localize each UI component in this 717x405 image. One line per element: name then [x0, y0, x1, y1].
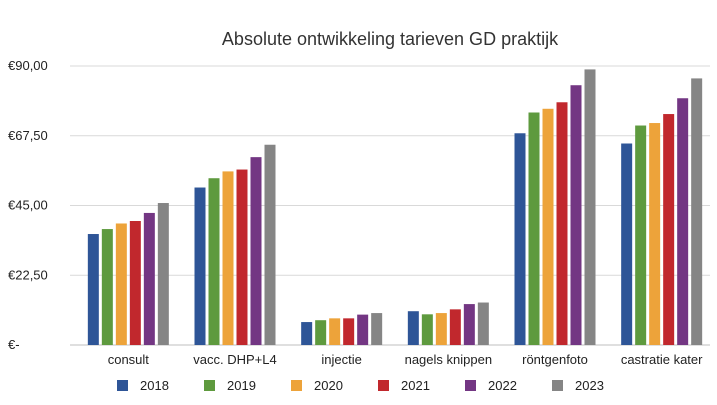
legend-swatch	[291, 380, 302, 391]
legend-label: 2023	[575, 378, 604, 393]
bar-2021-1	[236, 169, 248, 345]
bar-2018-5	[621, 143, 633, 345]
bar-2018-1	[194, 187, 206, 345]
bar-2020-4	[542, 108, 554, 345]
bar-2023-2	[371, 313, 383, 345]
bar-2022-4	[570, 85, 582, 345]
bar-2020-5	[649, 123, 661, 345]
legend-label: 2020	[314, 378, 343, 393]
y-axis-ticks: €- €22,50 €45,00 €67,50 €90,00	[8, 58, 48, 352]
bar-2021-0	[129, 221, 141, 345]
bar-2020-2	[329, 318, 341, 345]
bar-2019-0	[101, 229, 113, 345]
legend-label: 2021	[401, 378, 430, 393]
bar-2023-4	[584, 69, 596, 345]
legend-swatch	[117, 380, 128, 391]
category-labels: consult vacc. DHP+L4 injectie nagels knippe…	[108, 352, 703, 367]
bar-2021-2	[343, 318, 355, 345]
bar-2023-5	[691, 78, 703, 346]
bar-2021-4	[556, 102, 568, 346]
legend-swatch	[204, 380, 215, 391]
gridlines	[70, 65, 710, 346]
y-tick-label: €67,50	[8, 128, 48, 143]
legend-swatch	[378, 380, 389, 391]
bar-2019-1	[208, 178, 220, 345]
bar-2019-5	[635, 125, 647, 346]
category-label: injectie	[321, 352, 361, 367]
bar-2021-5	[663, 114, 675, 345]
y-tick-label: €90,00	[8, 58, 48, 73]
legend-label: 2018	[140, 378, 169, 393]
bar-2023-1	[264, 144, 276, 345]
bar-2022-1	[250, 157, 262, 345]
bar-2022-2	[357, 314, 369, 345]
bar-2018-0	[87, 234, 99, 345]
legend-label: 2022	[488, 378, 517, 393]
legend-swatch	[552, 380, 563, 391]
bar-2023-3	[477, 302, 489, 345]
bar-2020-3	[435, 313, 447, 345]
bar-2019-3	[421, 314, 433, 345]
bar-2019-2	[315, 320, 327, 345]
category-label: röntgenfoto	[522, 352, 588, 367]
category-label: nagels knippen	[405, 352, 492, 367]
y-tick-label: €45,00	[8, 198, 48, 213]
bar-2019-4	[528, 112, 540, 345]
bar-2018-4	[514, 133, 526, 345]
legend-label: 2019	[227, 378, 256, 393]
chart-title: Absolute ontwikkeling tarieven GD prakti…	[222, 29, 559, 49]
category-label: castratie kater	[621, 352, 703, 367]
category-label: consult	[108, 352, 150, 367]
y-tick-label: €-	[8, 337, 20, 352]
legend-swatch	[465, 380, 476, 391]
bar-2020-0	[115, 223, 127, 345]
bar-2023-0	[157, 203, 169, 345]
category-label: vacc. DHP+L4	[193, 352, 276, 367]
bars	[87, 69, 703, 346]
bar-2018-3	[407, 311, 419, 345]
bar-2022-0	[143, 212, 155, 345]
legend: 2018 2019 2020 2021 2022 2023	[117, 378, 604, 393]
bar-2022-3	[463, 304, 475, 345]
bar-2018-2	[301, 322, 313, 345]
y-tick-label: €22,50	[8, 267, 48, 282]
bar-2021-3	[449, 309, 461, 345]
bar-2022-5	[677, 98, 689, 346]
bar-2020-1	[222, 171, 234, 345]
